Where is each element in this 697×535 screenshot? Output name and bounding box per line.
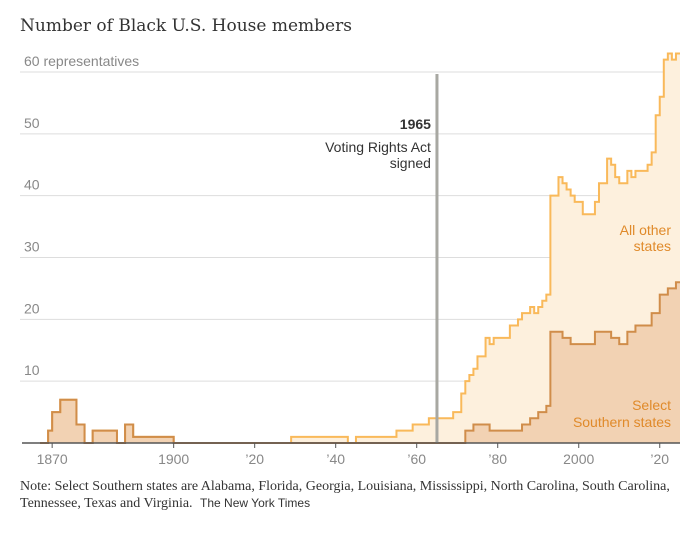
- x-tick-label-2: ’20: [245, 451, 264, 467]
- x-tick-label-6: 2000: [563, 451, 594, 467]
- southern-states-area: [40, 282, 680, 443]
- x-tick-label-4: ’60: [407, 451, 426, 467]
- note-text: Note: Select Southern states are Alabama…: [20, 479, 670, 511]
- y-tick-label-50: 50: [24, 115, 40, 131]
- annotation-year: 1965: [400, 116, 431, 132]
- annotation-text-line-0: Voting Rights Act: [325, 139, 431, 155]
- y-tick-label-60: 60 representatives: [24, 53, 139, 69]
- other-states-area: [40, 53, 680, 443]
- x-tick-label-5: ’80: [488, 451, 507, 467]
- x-tick-label-3: ’40: [326, 451, 345, 467]
- southern-states-line: [40, 281, 680, 444]
- chart-note: Note: Select Southern states are Alabama…: [20, 478, 680, 512]
- x-tick-label-7: ’20: [650, 451, 669, 467]
- series-label-other-0: All other: [620, 222, 672, 238]
- area-layer: [40, 52, 680, 444]
- y-tick-label-40: 40: [24, 177, 40, 193]
- series-label-southern-1: Southern states: [573, 414, 671, 430]
- series-label-other-1: states: [634, 238, 671, 254]
- axis-layer: 10 20 30 40 50 60 representatives 1870 1900 ’20 ’…: [22, 53, 680, 467]
- source-credit: The New York Times: [200, 496, 311, 510]
- y-tick-label-20: 20: [24, 300, 40, 316]
- y-tick-label-10: 10: [24, 362, 40, 378]
- series-label-southern-0: Select: [632, 397, 671, 413]
- x-tick-label-1: 1900: [158, 451, 189, 467]
- y-tick-label-30: 30: [24, 239, 40, 255]
- x-tick-label-0: 1870: [37, 451, 68, 467]
- chart-title: Number of Black U.S. House members: [20, 16, 352, 36]
- annotation-text-line-1: signed: [390, 155, 431, 171]
